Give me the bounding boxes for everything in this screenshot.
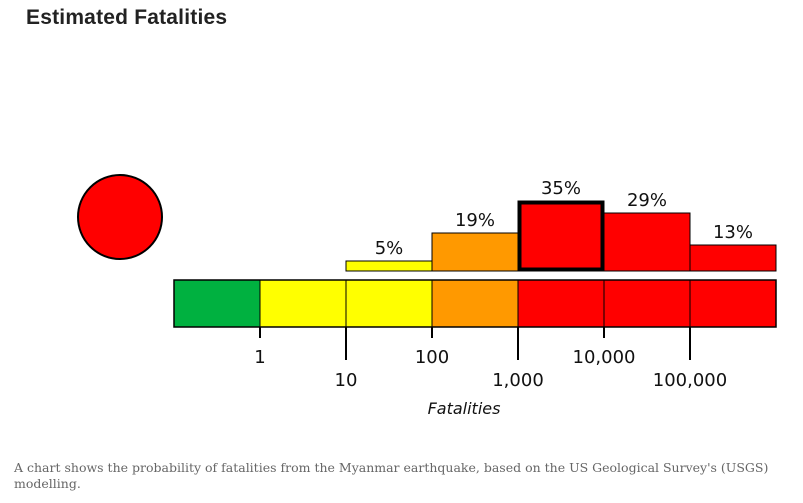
fatalities-chart: 1 10 100 1,000 10,000 100,000 Fatalities 5% 19% 3… bbox=[77, 174, 777, 418]
scale-segment-1 bbox=[260, 280, 346, 327]
bar-value-label-5: 29% bbox=[627, 190, 667, 211]
bar-value-label-4: 35% bbox=[541, 178, 581, 199]
scale-segment-2 bbox=[346, 280, 432, 327]
scale-segment-6 bbox=[690, 280, 776, 327]
bar-value-label-3: 19% bbox=[455, 210, 495, 231]
tick-label-4: 10,000 bbox=[573, 347, 636, 368]
tick-label-2: 100 bbox=[415, 347, 449, 368]
tick-label-3: 1,000 bbox=[492, 370, 544, 391]
scale-segment-5 bbox=[604, 280, 690, 327]
tick-label-0: 1 bbox=[254, 347, 265, 368]
chart-title: Estimated Fatalities bbox=[26, 6, 228, 29]
tick-label-5: 100,000 bbox=[653, 370, 727, 391]
x-axis-label: Fatalities bbox=[428, 399, 501, 418]
tick-label-1: 10 bbox=[335, 370, 358, 391]
scale-segment-3 bbox=[432, 280, 518, 327]
scale-outline bbox=[173, 279, 777, 328]
alert-level-circle bbox=[77, 174, 163, 260]
chart-caption: A chart shows the probability of fatalit… bbox=[14, 460, 769, 491]
probability-bar-6 bbox=[689, 244, 777, 272]
probability-bar-5 bbox=[603, 212, 691, 272]
probability-bar-3 bbox=[431, 232, 519, 272]
bar-value-label-6: 13% bbox=[713, 222, 753, 243]
probability-bar-4 bbox=[517, 200, 605, 272]
bar-value-label-2: 5% bbox=[375, 238, 404, 259]
probability-bar-2 bbox=[345, 260, 433, 272]
scale-segment-4 bbox=[518, 280, 604, 327]
scale-segment-0 bbox=[174, 280, 260, 327]
